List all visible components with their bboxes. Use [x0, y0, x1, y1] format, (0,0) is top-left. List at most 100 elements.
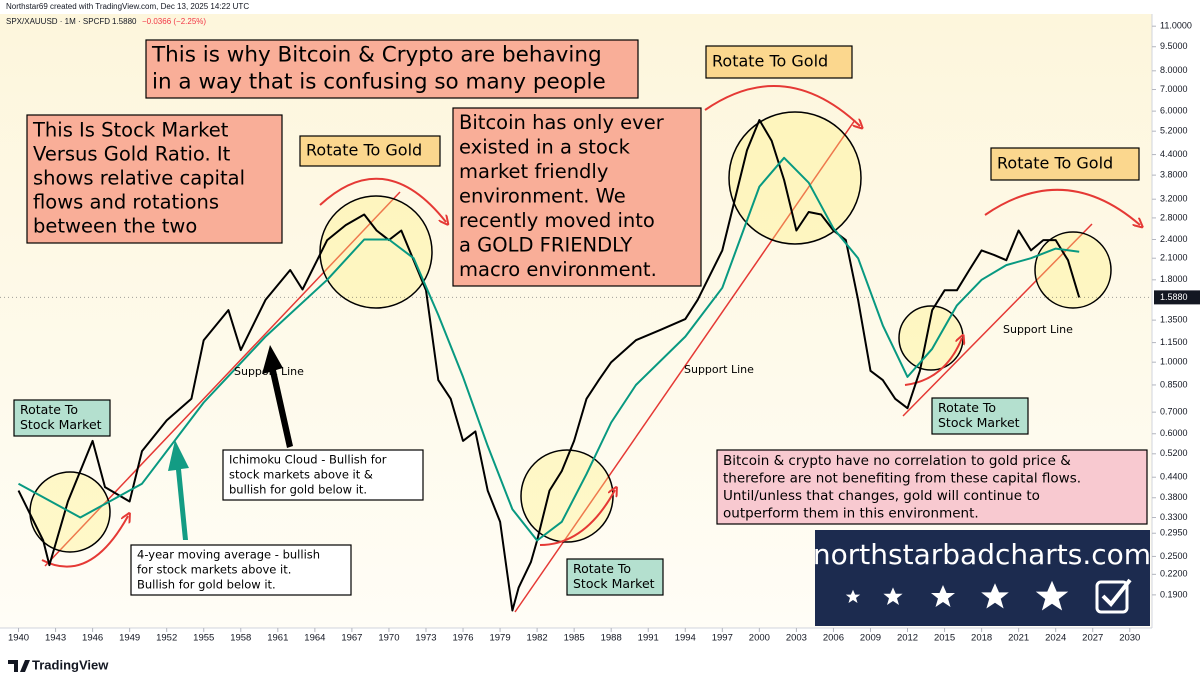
annotation-text: existed in a stock — [459, 136, 631, 159]
x-tick-label: 2012 — [897, 633, 918, 644]
y-tick-label: 1.0000 — [1160, 357, 1188, 367]
y-tick-label: 7.0000 — [1160, 84, 1188, 94]
annotation-box — [130, 544, 352, 596]
annotation: Rotate To Gold — [990, 147, 1140, 181]
last-price-text: 1.5880 — [112, 17, 137, 26]
y-tick-label: 0.3800 — [1160, 492, 1188, 502]
x-tick-label: 1958 — [230, 633, 251, 644]
x-tick-label: 2027 — [1082, 633, 1103, 644]
annotation-text: bullish for gold below it. — [229, 483, 367, 497]
checkbox — [1095, 580, 1129, 614]
circle — [1034, 231, 1112, 309]
annotation-box — [566, 558, 664, 596]
annotation-text: Stock Market — [20, 417, 102, 432]
y-tick-label: 0.4400 — [1160, 472, 1188, 482]
tv-logo — [8, 660, 30, 672]
y-tick-label: 0.2200 — [1160, 569, 1188, 579]
annotation-box — [26, 114, 283, 244]
annotation: Support Line — [1003, 323, 1073, 336]
annotation-text: Bullish for gold below it. — [137, 578, 276, 592]
annotation-text: Support Line — [1003, 323, 1073, 336]
annotation-text: Ichimoku Cloud - Bullish for — [229, 453, 387, 467]
y-tick-label: 6.0000 — [1160, 105, 1188, 115]
x-tick-label: 1985 — [564, 633, 585, 644]
series-line — [17, 119, 1081, 612]
support-line — [514, 119, 856, 613]
y-tick-label: 4.4000 — [1160, 149, 1188, 159]
arrow — [262, 345, 293, 448]
annotation-text: in a way that is confusing so many peopl… — [152, 70, 606, 95]
x-tick-label: 1946 — [82, 633, 103, 644]
annotation-box — [705, 45, 853, 79]
stars — [845, 580, 1069, 611]
y-tick-label: 2.8000 — [1160, 212, 1188, 222]
annotations: This is why Bitcoin & Crypto are behavin… — [13, 39, 1148, 596]
y-tick-label: 3.2000 — [1160, 194, 1188, 204]
annotation-text: This is why Bitcoin & Crypto are behavin… — [151, 43, 602, 68]
y-tick-label: 8.0000 — [1160, 65, 1188, 75]
credit: Northstar69 created with TradingView.com… — [6, 2, 249, 11]
annotation-text: flows and rotations — [33, 191, 219, 214]
x-tick-label: 1949 — [119, 633, 140, 644]
arcs — [41, 85, 1140, 568]
y-tick-label: 5.2000 — [1160, 126, 1188, 136]
annotation-text: Rotate To — [938, 400, 996, 415]
annotation-text: Support Line — [234, 365, 304, 378]
watermark-site: northstarbadcharts.com — [813, 538, 1151, 571]
annotation-box — [990, 147, 1140, 181]
last-price-box — [1154, 290, 1200, 305]
y-tick-label: 0.2500 — [1160, 551, 1188, 561]
annotation-text: therefore are not benefiting from these … — [723, 470, 1081, 486]
footer: TradingView — [8, 657, 109, 672]
annotation-text: Stock Market — [573, 576, 655, 591]
star — [981, 583, 1009, 609]
annotation-box — [931, 397, 1029, 435]
annotation-text: shows relative capital — [33, 167, 245, 190]
annotation-text: Stock Market — [938, 415, 1020, 430]
x-tick-label: 2003 — [786, 633, 807, 644]
y-tick-label: 0.3300 — [1160, 512, 1188, 522]
y-tick-label: 2.4000 — [1160, 234, 1188, 244]
annotation-text: environment. We — [459, 185, 626, 208]
annotation-text: Bitcoin has only ever — [459, 111, 665, 134]
y-tick-label: 3.8000 — [1160, 169, 1188, 179]
x-tick-label: 1940 — [8, 633, 29, 644]
x-tick-label: 1976 — [452, 633, 473, 644]
annotation-text: Support Line — [684, 363, 754, 376]
x-tick-label: 2018 — [971, 633, 992, 644]
annotation: Support Line — [684, 363, 754, 376]
annotation-text: a GOLD FRIENDLY — [459, 234, 632, 257]
arc — [41, 516, 128, 568]
y-tick-label: 1.8000 — [1160, 274, 1188, 284]
symbol: SPX/XAUUSD · 1M · SPCFD — [6, 17, 110, 26]
x-tick-label: 1973 — [415, 633, 436, 644]
star — [845, 589, 861, 603]
y-tick-label: 0.6000 — [1160, 428, 1188, 438]
y-tick-label: 0.1900 — [1160, 589, 1188, 599]
x-tick-label: 1952 — [156, 633, 177, 644]
arc — [904, 338, 962, 386]
y-tick-label: 11.0000 — [1160, 21, 1192, 31]
y-tick-label: 0.8500 — [1160, 379, 1188, 389]
y-tick-label: 0.7000 — [1160, 407, 1188, 417]
x-tick-label: 2015 — [934, 633, 955, 644]
annotation-text: Rotate To — [573, 561, 631, 576]
annotation-text: outperform them in this environment. — [723, 505, 979, 521]
last-price-label: 1.5880 — [1160, 292, 1188, 302]
arc — [704, 85, 860, 126]
x-tick-label: 1970 — [378, 633, 399, 644]
x-tick-label: 1943 — [45, 633, 66, 644]
y-tick-label: 2.1000 — [1160, 253, 1188, 263]
brand: TradingView — [32, 657, 109, 672]
x-tick-label: 2030 — [1119, 633, 1140, 644]
x-tick-label: 1955 — [193, 633, 214, 644]
annotation-text: Bitcoin & crypto have no correlation to … — [723, 453, 1071, 469]
arc — [539, 490, 615, 546]
annotation: Bitcoin & crypto have no correlation to … — [716, 449, 1148, 525]
